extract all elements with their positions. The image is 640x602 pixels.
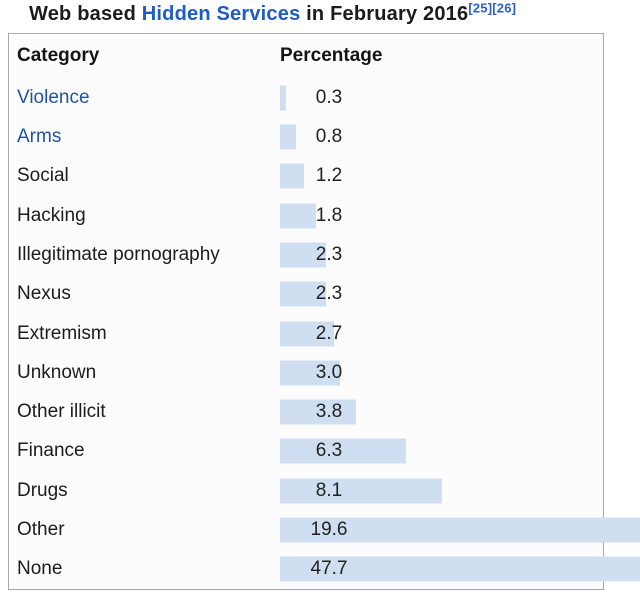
title-refs: [25][26] — [468, 0, 516, 15]
percentage-bar — [280, 281, 326, 307]
table-rows: Violence 0.3 Arms 0.8 Social 1.2 Hacking 1.8 Ill… — [9, 78, 640, 589]
table-row: Other illicit 3.8 — [9, 393, 603, 432]
percentage-bar — [280, 242, 326, 268]
percentage-value: 3.0 — [315, 361, 343, 383]
ref-25-link[interactable]: [25] — [468, 0, 493, 16]
percentage-bar — [280, 517, 640, 543]
percentage-bar — [280, 360, 340, 386]
percentage-bar — [280, 321, 334, 347]
category-label: Unknown — [17, 361, 97, 383]
percentage-column-header: Percentage — [280, 45, 383, 66]
percentage-value: 0.3 — [315, 86, 343, 108]
table-row: Violence 0.3 — [9, 78, 603, 117]
title-prefix: Web based — [29, 3, 142, 25]
category-link[interactable]: Arms — [17, 125, 62, 147]
table-row: None 47.7 — [9, 550, 640, 589]
percentage-bar — [280, 438, 406, 464]
category-label: Nexus — [17, 283, 71, 305]
table-row: Other 19.6 — [9, 510, 640, 549]
category-link[interactable]: Violence — [17, 86, 90, 108]
percentage-bar — [280, 556, 640, 582]
hidden-services-link[interactable]: Hidden Services — [141, 3, 301, 25]
category-column-header: Category — [17, 45, 100, 66]
percentage-value: 1.2 — [315, 165, 343, 187]
title-suffix: in February 2016 — [300, 3, 469, 25]
category-label: Drugs — [17, 479, 68, 501]
ref-26-link[interactable]: [26] — [492, 0, 517, 16]
table-row: Illegitimate pornography 2.3 — [9, 235, 603, 274]
percentage-value: 2.7 — [315, 322, 343, 344]
percentage-value: 2.3 — [315, 243, 343, 265]
table-row: Arms 0.8 — [9, 117, 603, 156]
category-label: Hacking — [17, 204, 86, 226]
category-label: Extremism — [17, 322, 107, 344]
table-row: Extremism 2.7 — [9, 314, 603, 353]
percentage-value: 19.6 — [310, 519, 348, 541]
percentage-bar — [280, 163, 304, 189]
percentage-bar — [280, 85, 286, 111]
page-title: Web based Hidden Services in February 20… — [29, 0, 516, 26]
percentage-value: 0.8 — [315, 125, 343, 147]
category-label: Other illicit — [17, 401, 106, 423]
percentage-value: 6.3 — [315, 440, 343, 462]
percentage-value: 3.8 — [315, 401, 343, 423]
table-row: Finance 6.3 — [9, 432, 603, 471]
hidden-services-table: Category Percentage Violence 0.3 Arms 0.8 So… — [8, 33, 640, 590]
category-label: Illegitimate pornography — [17, 243, 220, 265]
percentage-bar — [280, 203, 316, 229]
percentage-bar — [280, 399, 356, 425]
percentage-value: 47.7 — [310, 558, 348, 580]
table-row: Drugs 8.1 — [9, 471, 603, 510]
table-row: Social 1.2 — [9, 157, 603, 196]
table-row: Nexus 2.3 — [9, 275, 603, 314]
table-header-row: Category Percentage — [9, 34, 603, 78]
category-label: Social — [17, 165, 69, 187]
category-label: Finance — [17, 440, 85, 462]
percentage-bar — [280, 478, 442, 504]
percentage-value: 8.1 — [315, 479, 343, 501]
table-row: Hacking 1.8 — [9, 196, 603, 235]
percentage-bar — [280, 124, 296, 150]
table-row: Unknown 3.0 — [9, 353, 603, 392]
category-label: None — [17, 558, 63, 580]
category-label: Other — [17, 519, 65, 541]
percentage-value: 1.8 — [315, 204, 343, 226]
percentage-value: 2.3 — [315, 283, 343, 305]
